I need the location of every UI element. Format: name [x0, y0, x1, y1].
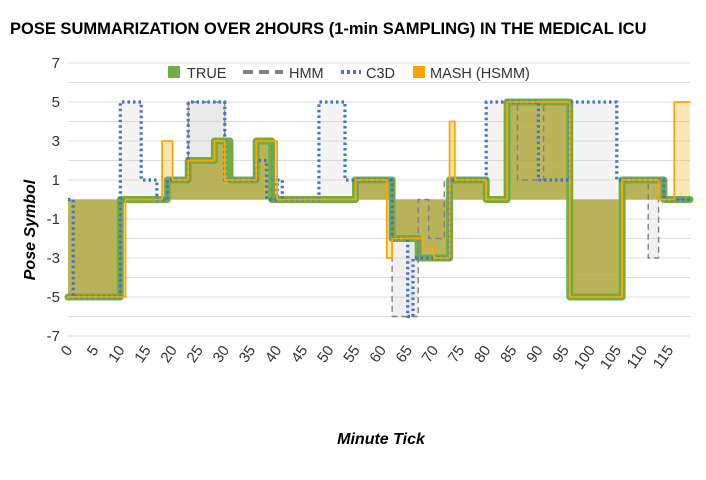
y-tick-label: 5: [52, 94, 60, 111]
y-tick-label: 1: [52, 172, 60, 189]
x-tick-label: 25: [183, 343, 206, 366]
x-tick-label: 55: [340, 343, 363, 366]
x-tick-label: 30: [210, 343, 233, 366]
legend-label-true: TRUE: [187, 66, 227, 82]
x-tick-label: 0: [58, 343, 77, 360]
area-fills: [68, 102, 690, 317]
series-lines: [64, 98, 694, 319]
legend-item-hmm: HMM: [243, 66, 324, 82]
x-tick-label: 10: [105, 343, 128, 366]
x-tick-label: 60: [366, 343, 389, 366]
chart-title: POSE SUMMARIZATION OVER 2HOURS (1-min SA…: [10, 20, 647, 38]
y-tick-label: -5: [47, 289, 60, 306]
x-tick-label: 70: [419, 343, 442, 366]
x-tick-label: 20: [157, 343, 180, 366]
legend-item-mash: MASH (HSMM): [413, 66, 530, 82]
x-tick-label: 75: [445, 343, 468, 366]
x-tick-label: 15: [131, 343, 154, 366]
x-tick-label: 45: [288, 343, 311, 366]
x-tick-label: 105: [597, 343, 625, 373]
x-tick-label: 90: [523, 343, 546, 366]
x-tick-label: 5: [84, 343, 103, 360]
x-tick-label: 40: [262, 343, 285, 366]
x-tick-label: 95: [549, 343, 572, 366]
y-tick-label: 3: [52, 133, 60, 150]
legend-label-mash: MASH (HSMM): [430, 66, 530, 82]
x-tick-label: 80: [471, 343, 494, 366]
legend: TRUE HMM C3D MASH (HSMM): [168, 66, 530, 82]
y-tick-label: 7: [52, 55, 60, 72]
legend-label-hmm: HMM: [289, 66, 324, 82]
x-tick-label: 110: [624, 343, 652, 372]
legend-item-true: TRUE: [168, 66, 227, 82]
series-line-c3d: [68, 100, 690, 319]
x-tick-label: 65: [393, 343, 416, 366]
x-tick-label: 85: [497, 343, 520, 366]
legend-swatch-true: [168, 66, 180, 78]
x-tick-label: 115: [650, 343, 678, 372]
legend-label-c3d: C3D: [366, 66, 395, 82]
x-tick-label: 50: [314, 343, 337, 366]
x-axis-title: Minute Tick: [337, 431, 426, 448]
legend-item-c3d: C3D: [341, 66, 395, 82]
x-tick-label: 100: [571, 343, 599, 373]
y-tick-label: -1: [47, 211, 60, 228]
y-tick-label: -7: [47, 328, 60, 345]
legend-swatch-mash: [413, 66, 425, 78]
x-tick-label: 35: [236, 343, 259, 366]
y-axis-title: Pose Symbol: [22, 179, 39, 280]
y-tick-label: -3: [47, 250, 60, 267]
series-line-mash-hsmm: [67, 101, 691, 298]
